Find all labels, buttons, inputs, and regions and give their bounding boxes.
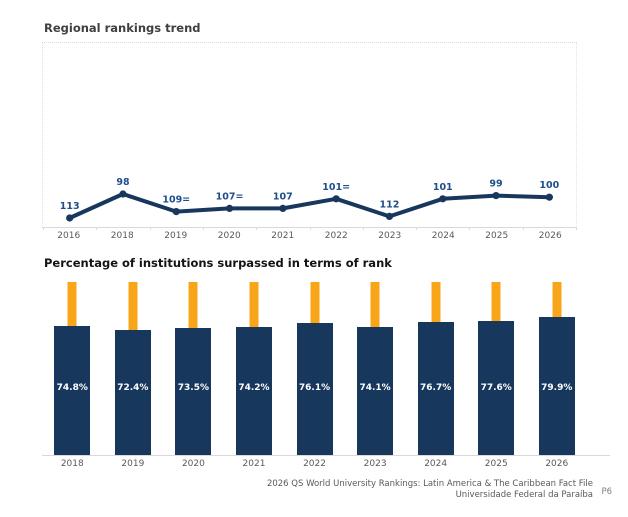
bar-chart-year-label: 2022 (303, 459, 326, 469)
percentage-bar (175, 327, 212, 455)
bar-value-label: 74.8% (56, 383, 88, 393)
line-chart-year-label: 2016 (57, 231, 81, 241)
bar-chart-year-label: 2026 (545, 459, 569, 469)
x-axis-tick (256, 227, 258, 230)
x-axis-tick (149, 227, 151, 230)
bar-column: 74.8% (42, 282, 103, 455)
bar-value-label: 77.6% (480, 383, 512, 393)
line-chart-point-label: 101= (322, 182, 350, 193)
bar-column: 77.6% (466, 282, 527, 455)
percentage-bar (478, 320, 515, 455)
bar-value-label: 72.4% (117, 383, 149, 393)
x-axis-tick (469, 227, 471, 230)
x-axis-tick (416, 227, 418, 230)
x-axis-tick (522, 227, 524, 230)
bar-chart-year-label: 2023 (363, 459, 387, 469)
line-chart-x-axis: 2016 2018 2019 2020 2021 2022 2023 2024 2025 2026 (42, 231, 577, 241)
line-chart-point-label: 112 (380, 199, 400, 210)
line-chart-point (385, 212, 394, 220)
bar-column: 73.5% (163, 282, 224, 455)
bar-chart-title: Percentage of institutions surpassed in … (44, 256, 392, 270)
bar-column: 74.2% (224, 282, 285, 455)
bar-column: 74.1% (345, 282, 406, 455)
bar-column: 76.1% (284, 282, 345, 455)
line-chart-point-label: 98 (116, 177, 130, 188)
percentage-bar (538, 316, 575, 455)
percentage-bar (235, 326, 272, 455)
line-chart-point-label: 113 (60, 201, 80, 212)
bar-value-label: 79.9% (541, 383, 573, 393)
line-chart-year-label: 2026 (538, 231, 562, 241)
line-chart-point-label: 100 (539, 180, 559, 191)
line-chart-point-label: 101 (433, 182, 453, 193)
line-chart-point-label: 107= (216, 191, 244, 202)
line-chart-year-label: 2025 (485, 231, 509, 241)
bar-chart-year-label: 2018 (60, 459, 84, 469)
line-chart-point (492, 192, 500, 200)
percentage-bar (357, 326, 394, 455)
bar-chart-year-label: 2020 (181, 459, 205, 469)
rankings-trend-line: 113 98 109= 107= 107 101= 112 101 99 100 (60, 177, 560, 222)
trend-line (68, 192, 550, 220)
line-chart-plot-area: 113 98 109= 107= 107 101= 112 101 99 100 (42, 42, 577, 230)
line-chart-year-label: 2019 (164, 231, 188, 241)
x-axis-tick (309, 227, 311, 230)
bar-chart-x-axis: 2018 2019 2020 2021 2022 2023 2024 2025 2026 (42, 459, 587, 469)
bar-chart-year-label: 2025 (484, 459, 508, 469)
x-axis-tick (202, 227, 204, 230)
line-chart-title: Regional rankings trend (44, 21, 201, 35)
line-chart-point (332, 195, 340, 203)
percentage-bar (114, 329, 151, 455)
line-chart-year-label: 2024 (431, 231, 455, 241)
line-chart-point (545, 193, 553, 201)
bar-column: 72.4% (103, 282, 164, 455)
line-chart-point (279, 204, 287, 212)
x-axis-tick (43, 227, 44, 230)
bar-column: 76.7% (405, 282, 466, 455)
page-number: P6 (601, 487, 612, 497)
bar-chart-year-label: 2021 (242, 459, 266, 469)
bar-value-label: 76.1% (298, 383, 331, 393)
bar-chart-year-label: 2019 (121, 459, 145, 469)
footer-report-name: 2026 QS World University Rankings: Latin… (266, 479, 593, 489)
line-chart-point (119, 190, 127, 198)
x-axis-tick (362, 227, 364, 230)
line-chart-year-label: 2018 (110, 231, 134, 241)
bar-chart-plot-area: 74.8% 72.4% 73.5% 74.2% 76.1% 74.1% 76.7% 77.6%… (42, 282, 587, 455)
bar-value-label: 74.1% (359, 383, 391, 393)
line-chart-point (66, 214, 74, 222)
bar-column: 79.9% (527, 282, 588, 455)
bar-value-label: 74.2% (238, 383, 270, 393)
line-chart-point (439, 195, 447, 203)
report-footer: 2026 QS World University Rankings: Latin… (267, 479, 593, 501)
bar-value-label: 73.5% (177, 383, 210, 393)
line-chart-point (172, 208, 180, 216)
percentage-bar (54, 325, 91, 455)
footer-institution-name: Universidade Federal da Paraíba (455, 490, 593, 500)
bar-value-label: 76.7% (420, 383, 452, 393)
line-chart-point (225, 204, 234, 212)
line-chart-year-label: 2022 (324, 231, 348, 241)
line-chart-point-label: 109= (162, 195, 190, 206)
line-chart-point-label: 99 (489, 179, 502, 190)
line-chart-point-label: 107 (273, 191, 293, 202)
line-chart-year-label: 2020 (217, 231, 241, 241)
line-chart-year-label: 2023 (378, 231, 402, 241)
line-chart-year-label: 2021 (271, 231, 295, 241)
percentage-bar (417, 322, 454, 455)
percentage-bar (296, 323, 333, 455)
bar-chart-baseline (42, 455, 610, 456)
bar-chart-year-label: 2024 (424, 459, 448, 469)
x-axis-tick (576, 227, 577, 230)
x-axis-tick (96, 227, 98, 230)
